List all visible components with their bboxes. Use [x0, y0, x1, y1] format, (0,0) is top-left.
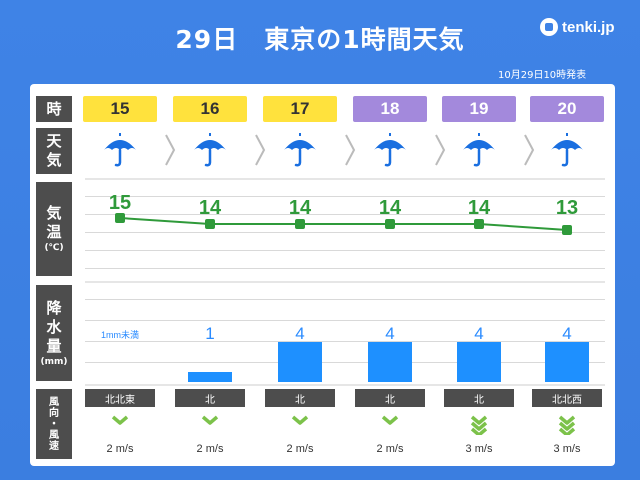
wind-direction: 北北西 — [532, 389, 602, 407]
temperature-value: 14 — [288, 197, 312, 219]
umbrella-icon — [459, 130, 499, 170]
precipitation-bar — [278, 342, 322, 382]
temperature-value: 15 — [108, 192, 132, 214]
temp-grid-line — [85, 196, 605, 197]
row-label-weather-char-1: 天 — [46, 132, 62, 150]
hour-badge: 15 — [83, 96, 157, 122]
temperature-value: 14 — [198, 197, 222, 219]
hour-badge: 19 — [442, 96, 516, 122]
wind-arrow-icon — [468, 411, 490, 437]
precipitation-value: 4 — [474, 324, 484, 343]
wind-direction: 北北東 — [85, 389, 155, 407]
wind-speed: 3 m/s — [553, 443, 581, 455]
chevron-right-icon — [163, 133, 177, 167]
wind-arrow-icon — [289, 411, 311, 435]
row-label-weather-char-2: 気 — [46, 151, 62, 169]
row-label-wind: 風 向 ・ 風 速 — [36, 389, 72, 459]
precipitation-value: 4 — [385, 324, 395, 343]
row-label-time-text: 時 — [46, 99, 62, 118]
row-label-precip-char-1: 降 — [46, 298, 62, 317]
precipitation-bar — [457, 342, 501, 382]
row-separator — [85, 178, 605, 180]
temp-grid-line — [85, 232, 605, 233]
wind-arrow-icon — [556, 411, 578, 437]
row-label-precip-char-3: 量 — [46, 336, 62, 355]
row-label-precip-unit: (mm) — [40, 356, 68, 367]
umbrella-icon — [190, 130, 230, 170]
chevron-right-icon — [343, 133, 357, 167]
chevron-right-icon — [253, 133, 267, 167]
precipitation-bar — [368, 342, 412, 382]
precipitation-value: 4 — [295, 324, 305, 343]
row-separator — [85, 384, 605, 386]
umbrella-icon — [100, 130, 140, 170]
row-label-weather: 天 気 — [36, 128, 72, 174]
row-label-time: 時 — [36, 96, 72, 122]
hour-badge: 16 — [173, 96, 247, 122]
row-label-wind-char-1: 風 — [49, 396, 59, 408]
precipitation-value: 1mm未満 — [101, 330, 139, 340]
tenki-logo-text: tenki.jp — [562, 18, 615, 36]
precipitation-bar — [545, 342, 589, 382]
precipitation-bar — [188, 372, 232, 382]
row-label-wind-char-4: 風 — [49, 429, 59, 441]
hour-badge: 17 — [263, 96, 337, 122]
row-label-temperature-char-2: 温 — [46, 223, 62, 241]
row-label-precip-char-2: 水 — [46, 317, 62, 336]
page-title: 29日 東京の1時間天気 — [175, 25, 465, 54]
wind-speed: 2 m/s — [376, 443, 404, 455]
temp-grid-line — [85, 250, 605, 251]
precip-grid-line — [85, 299, 605, 300]
wind-direction: 北 — [175, 389, 245, 407]
wind-arrow-icon — [379, 411, 401, 435]
temp-grid-line — [85, 214, 605, 215]
precip-grid-line — [85, 362, 605, 363]
row-label-temperature: 気 温 (℃) — [36, 182, 72, 276]
temp-grid-line — [85, 268, 605, 269]
precipitation-value: 4 — [562, 324, 572, 343]
wind-speed: 2 m/s — [106, 443, 134, 455]
wind-arrow-icon — [199, 411, 221, 435]
precip-grid-line — [85, 341, 605, 342]
wind-direction: 北 — [265, 389, 335, 407]
chevron-right-icon — [522, 133, 536, 167]
umbrella-icon — [370, 130, 410, 170]
umbrella-icon — [280, 130, 320, 170]
wind-direction: 北 — [444, 389, 514, 407]
row-label-precip: 降 水 量 (mm) — [36, 285, 72, 381]
row-label-temperature-unit: (℃) — [44, 243, 64, 253]
row-label-wind-char-5: 速 — [49, 440, 59, 452]
precipitation-value: 1 — [205, 324, 215, 343]
umbrella-icon — [547, 130, 587, 170]
precip-grid-line — [85, 320, 605, 321]
wind-speed: 3 m/s — [465, 443, 493, 455]
wind-speed: 2 m/s — [196, 443, 224, 455]
row-label-wind-char-3: ・ — [49, 418, 59, 430]
chevron-right-icon — [433, 133, 447, 167]
tenki-logo-icon — [540, 18, 558, 36]
wind-speed: 2 m/s — [286, 443, 314, 455]
temperature-value: 14 — [467, 197, 491, 219]
wind-arrow-icon — [109, 411, 131, 435]
tenki-logo: tenki.jp — [540, 18, 615, 36]
temperature-value: 13 — [555, 197, 579, 219]
issued-time: 10月29日10時発表 — [498, 70, 587, 81]
hour-badge: 18 — [353, 96, 427, 122]
hour-badge: 20 — [530, 96, 604, 122]
row-label-wind-char-2: 向 — [49, 407, 59, 419]
temperature-value: 14 — [378, 197, 402, 219]
wind-direction: 北 — [355, 389, 425, 407]
row-separator — [85, 281, 605, 283]
row-label-temperature-char-1: 気 — [46, 204, 62, 222]
